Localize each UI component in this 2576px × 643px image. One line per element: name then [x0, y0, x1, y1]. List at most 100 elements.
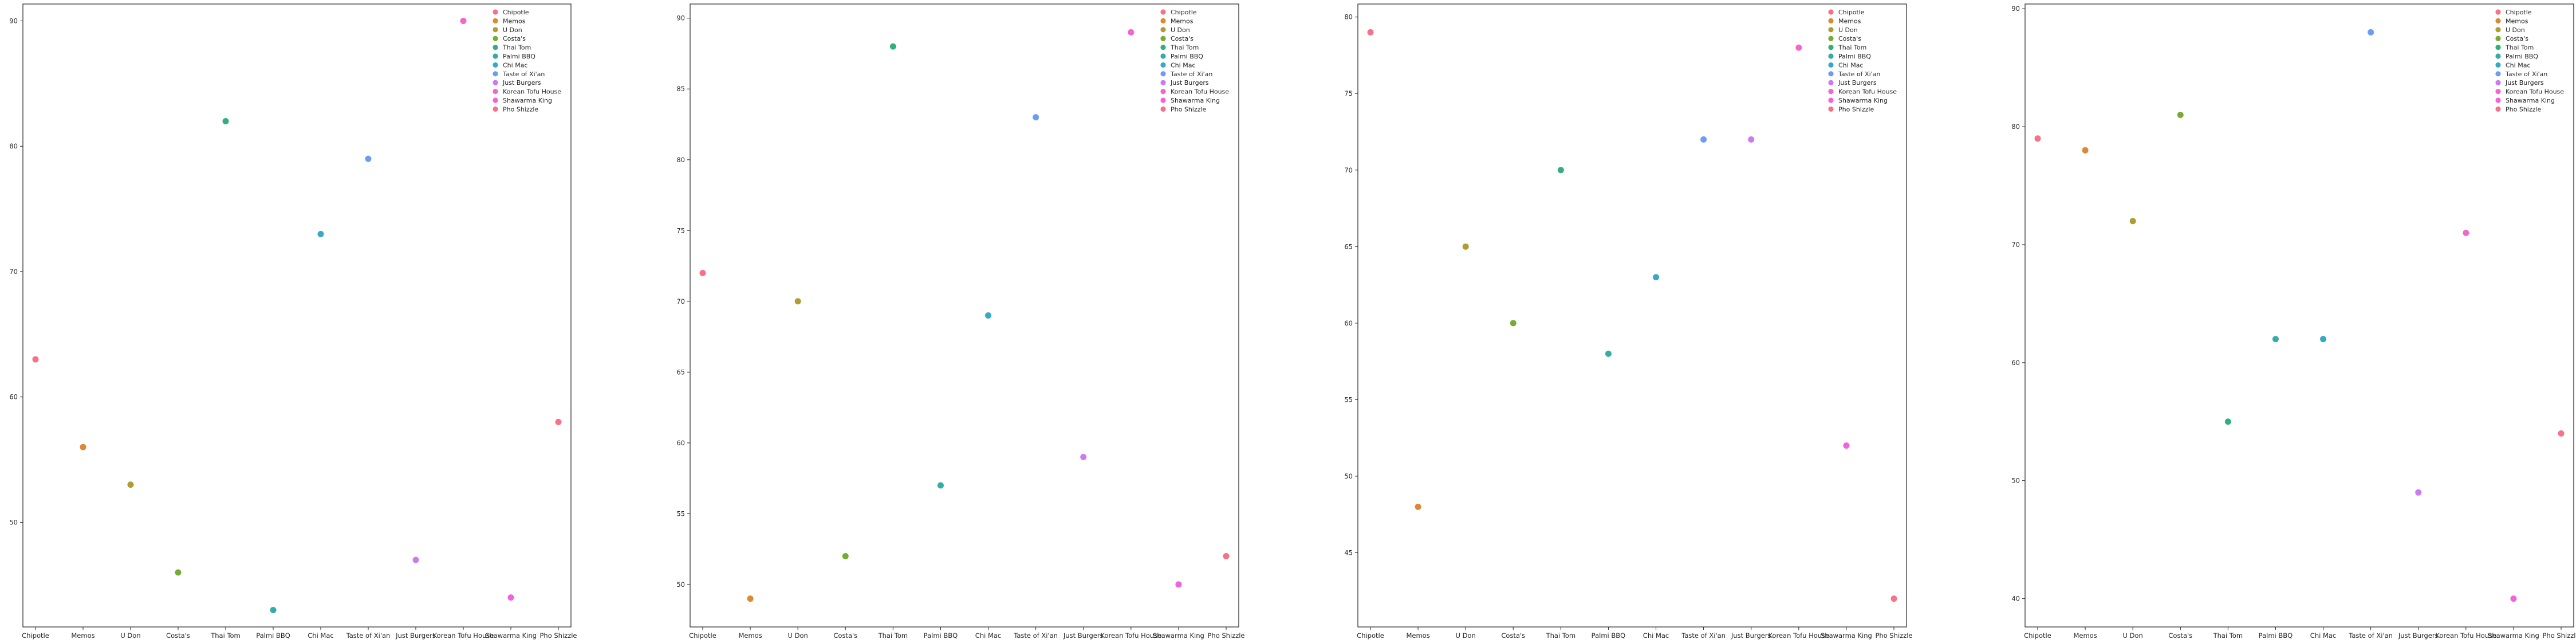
legend-label: Chipotle	[1838, 9, 1865, 16]
y-tick-label: 50	[9, 518, 18, 526]
legend-label: Pho Shizzle	[1838, 105, 1874, 113]
legend-label: Thai Tom	[1170, 44, 1199, 52]
y-tick-label: 50	[2011, 477, 2020, 485]
legend-label: Palmi BBQ	[1838, 53, 1871, 60]
legend-marker	[2495, 27, 2501, 33]
y-tick-label: 85	[676, 85, 685, 93]
legend-marker	[493, 53, 498, 59]
y-tick-label: 80	[676, 156, 685, 164]
legend-marker	[1160, 45, 1166, 50]
y-tick-label: 70	[2011, 241, 2020, 249]
x-tick-label: Shawarma King	[2488, 632, 2539, 640]
legend-marker	[1828, 45, 1834, 50]
y-tick-label: 80	[2011, 123, 2020, 131]
legend-label: Chi Mac	[503, 61, 527, 69]
data-point-1	[699, 269, 706, 276]
legend-marker	[2495, 71, 2501, 77]
x-tick-label: Chi Mac	[308, 632, 333, 640]
x-tick-label: Taste of Xi'an	[1681, 632, 1726, 640]
legend-label: Thai Tom	[1838, 44, 1866, 52]
legend-label: U Don	[503, 26, 522, 34]
y-tick-label: 60	[1344, 319, 1353, 327]
y-tick-label: 50	[676, 581, 685, 589]
legend-marker	[2495, 106, 2501, 112]
data-point-6	[937, 482, 944, 489]
data-point-11	[1843, 442, 1850, 449]
x-tick-label: Chi Mac	[2310, 632, 2336, 640]
legend-marker	[493, 9, 498, 15]
legend-label: Chipotle	[503, 9, 529, 16]
legend-marker	[2495, 53, 2501, 59]
legend-marker	[1160, 27, 1166, 33]
legend-label: Pho Shizzle	[1171, 105, 1206, 113]
y-tick-label: 60	[9, 393, 18, 401]
data-point-10	[1128, 29, 1135, 36]
legend-marker	[493, 106, 498, 112]
data-point-2	[2082, 147, 2089, 154]
x-tick-label: Taste of Xi'an	[346, 632, 391, 640]
legend-label: Just Burgers	[502, 79, 541, 87]
y-tick-label: 75	[676, 226, 685, 234]
x-tick-label: Memos	[1406, 632, 1429, 640]
legend-marker	[1828, 62, 1834, 68]
data-point-8	[365, 155, 372, 162]
legend-label: Korean Tofu House	[1171, 88, 1229, 96]
legend-label: Memos	[503, 17, 526, 25]
legend-label: Taste of Xi'an	[2505, 70, 2547, 78]
legend-label: Memos	[1171, 17, 1194, 25]
legend-marker	[1160, 18, 1166, 23]
legend-marker	[493, 71, 498, 77]
x-tick-label: Just Burgers	[1731, 632, 1771, 640]
data-point-5	[889, 43, 896, 50]
y-tick-label: 40	[2011, 595, 2020, 603]
legend-marker	[1828, 27, 1834, 33]
chart-panel-2: Chipotle Memos U Don Costa's Thai Tom Palmi B…	[676, 3, 1245, 640]
legend-label: Just Burgers	[2505, 79, 2544, 87]
x-tick-label: Thai Tom	[1546, 632, 1576, 640]
data-point-6	[1605, 350, 1612, 357]
data-point-3	[2129, 218, 2136, 225]
legend-label: Costa's	[1838, 35, 1861, 42]
x-tick-label: Costa's	[1501, 632, 1525, 640]
data-point-8	[2368, 29, 2374, 36]
x-tick-label: Pho Shizzle	[2542, 632, 2576, 640]
legend-marker	[1828, 71, 1834, 77]
y-tick-label: 90	[9, 17, 18, 25]
x-tick-label: Chipotle	[689, 632, 716, 640]
x-tick-label: Thai Tom	[878, 632, 908, 640]
legend-marker	[1160, 106, 1166, 112]
legend-label: Costa's	[503, 35, 526, 42]
data-point-1	[1367, 29, 1374, 36]
x-tick-label: Just Burgers	[1063, 632, 1104, 640]
legend-label: Chi Mac	[2506, 61, 2530, 69]
data-point-11	[1175, 581, 1182, 588]
axes-frame	[2024, 3, 2574, 628]
data-point-9	[2415, 489, 2422, 496]
legend-label: Just Burgers	[1838, 79, 1877, 87]
data-point-10	[2463, 229, 2469, 236]
x-tick-label: Memos	[738, 632, 762, 640]
legend-marker	[493, 89, 498, 95]
legend-label: Korean Tofu House	[503, 88, 561, 96]
data-point-4	[1510, 320, 1517, 327]
data-point-4	[175, 569, 182, 576]
data-point-2	[1415, 503, 1421, 510]
x-tick-label: Korean Tofu House	[1100, 632, 1161, 640]
legend-marker	[1828, 89, 1834, 95]
data-point-3	[794, 298, 801, 305]
legend-marker	[1828, 106, 1834, 112]
x-tick-label: Chipotle	[22, 632, 49, 640]
legend-marker	[1828, 18, 1834, 23]
y-tick-label: 60	[2011, 359, 2020, 367]
legend-label: Korean Tofu House	[2506, 88, 2564, 96]
x-tick-label: Chi Mac	[1643, 632, 1669, 640]
data-point-4	[2177, 112, 2184, 119]
y-tick-label: 70	[9, 268, 18, 276]
x-tick-label: Korean Tofu House	[433, 632, 494, 640]
data-point-6	[2272, 336, 2279, 343]
legend-label: Palmi BBQ	[503, 53, 535, 60]
y-tick-label: 75	[1344, 89, 1353, 97]
